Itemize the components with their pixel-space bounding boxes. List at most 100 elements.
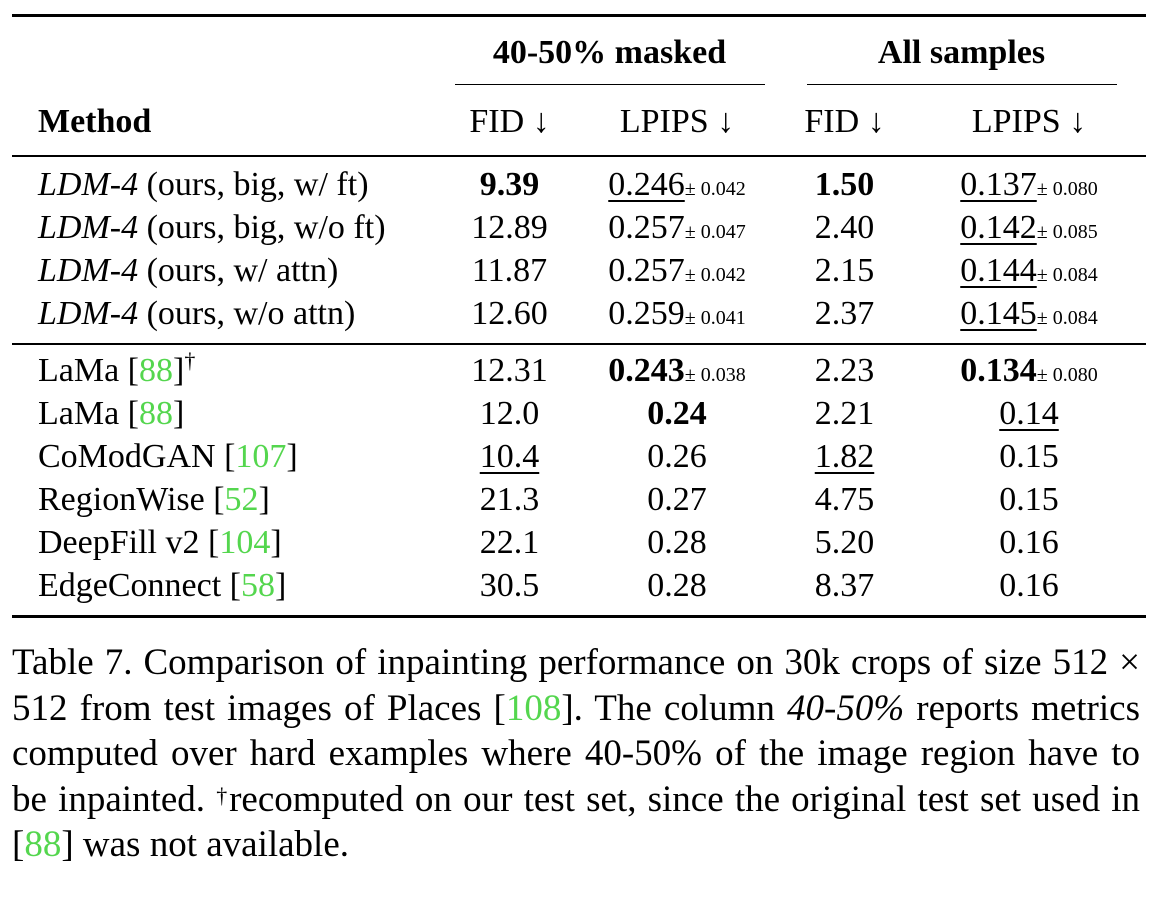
lpips-masked-cell: 0.24 (577, 392, 777, 435)
method-name: CoModGAN [ (38, 437, 236, 475)
ours-section: LDM-4 (ours, big, w/ ft) 9.39 0.246± 0.0… (12, 156, 1146, 344)
lpips-std: ± 0.084 (1036, 306, 1098, 329)
results-table: 40-50% masked All samples Method FID ↓ L… (12, 14, 1146, 618)
group-header-masked-label: 40-50% masked (492, 34, 727, 71)
method-name: LaMa [ (38, 394, 140, 432)
lpips-std: ± 0.038 (684, 363, 746, 386)
table-row: LDM-4 (ours, big, w/ ft) 9.39 0.246± 0.0… (12, 156, 1146, 206)
citation-link[interactable]: 104 (219, 523, 271, 561)
method-cell: LDM-4 (ours, w/o attn) (12, 292, 442, 344)
citation-link[interactable]: 88 (139, 394, 174, 432)
model-name: LDM-4 (38, 208, 139, 246)
lpips-masked-cell: 0.27 (647, 480, 707, 518)
lpips-masked-cell: 0.257± 0.042 (577, 249, 777, 292)
method-cell: EdgeConnect [58] (12, 564, 442, 617)
citation-link[interactable]: 58 (241, 566, 275, 604)
lpips-all-cell: 0.14 (912, 392, 1146, 435)
lpips-value: 0.144 (960, 251, 1037, 289)
lpips-std: ± 0.084 (1036, 263, 1098, 286)
table-row: LDM-4 (ours, big, w/o ft) 12.89 0.257± 0… (12, 206, 1146, 249)
lpips-value: 0.134 (960, 351, 1037, 389)
citation-close: ] (173, 394, 185, 432)
lpips-masked-cell: 0.257± 0.047 (577, 206, 777, 249)
caption-text: recomputed on our test set, since the or… (12, 778, 1141, 866)
dagger-mark: † (184, 347, 196, 373)
fid-value: 10.4 (479, 437, 540, 475)
caption-text: ] was not available. (61, 824, 349, 865)
fid-all-cell: 2.15 (814, 251, 875, 289)
column-header-method: Method (38, 103, 152, 140)
fid-all-cell: 2.40 (814, 208, 875, 246)
model-name: LDM-4 (38, 294, 139, 332)
lpips-masked-cell: 0.26 (647, 437, 707, 475)
group-underline-all (806, 84, 1117, 85)
baselines-section: LaMa [88]† 12.31 0.243± 0.038 2.23 0.134… (12, 344, 1146, 617)
results-table-container: 40-50% masked All samples Method FID ↓ L… (12, 14, 1146, 618)
fid-masked-cell: 12.0 (479, 394, 540, 432)
table-row: DeepFill v2 [104] 22.1 0.28 5.20 0.16 (12, 521, 1146, 564)
fid-masked-cell: 22.1 (479, 523, 540, 561)
lpips-std: ± 0.080 (1036, 363, 1098, 386)
lpips-value: 0.14 (999, 394, 1059, 432)
lpips-value: 0.257 (608, 251, 685, 289)
lpips-all-cell: 0.15 (999, 480, 1059, 518)
lpips-all-cell: 0.137± 0.080 (912, 156, 1146, 206)
model-name: LDM-4 (38, 165, 139, 203)
caption-text: ]. The column (561, 687, 787, 729)
column-header-lpips-all: LPIPS ↓ (971, 103, 1087, 140)
caption-italic-text: 40-50% (787, 687, 905, 729)
lpips-masked-cell: 0.246± 0.042 (577, 156, 777, 206)
method-cell: LDM-4 (ours, big, w/o ft) (12, 206, 442, 249)
table-row: RegionWise [52] 21.3 0.27 4.75 0.15 (12, 478, 1146, 521)
caption-text: Table 7. Comparison of inpainting perfor… (12, 642, 1140, 729)
header-spacer (12, 16, 442, 90)
lpips-masked-cell: 0.259± 0.041 (577, 292, 777, 344)
lpips-all-cell: 0.134± 0.080 (912, 344, 1146, 392)
fid-masked-cell: 12.60 (471, 294, 548, 332)
method-name: EdgeConnect [ (38, 566, 241, 604)
lpips-value: 0.137 (960, 165, 1037, 203)
method-cell: LDM-4 (ours, w/ attn) (12, 249, 442, 292)
lpips-value: 0.257 (608, 208, 685, 246)
citation-link[interactable]: 52 (224, 480, 259, 518)
fid-masked-cell: 10.4 (442, 435, 577, 478)
method-suffix: (ours, big, w/o ft) (138, 208, 386, 246)
lpips-all-cell: 0.145± 0.084 (912, 292, 1146, 344)
method-cell: RegionWise [52] (12, 478, 442, 521)
lpips-value: 0.246 (608, 165, 685, 203)
method-name: RegionWise [ (38, 480, 225, 518)
fid-all-cell: 2.37 (814, 294, 875, 332)
lpips-masked-cell: 0.28 (647, 523, 707, 561)
table-row: LDM-4 (ours, w/o attn) 12.60 0.259± 0.04… (12, 292, 1146, 344)
fid-masked-cell: 12.31 (471, 351, 548, 389)
fid-all-cell: 1.82 (777, 435, 912, 478)
caption-citation-link[interactable]: 88 (24, 824, 62, 865)
method-cell: LaMa [88]† (12, 344, 442, 392)
citation-close: ] (286, 437, 298, 475)
table-caption: Table 7. Comparison of inpainting perfor… (12, 640, 1140, 868)
fid-masked-cell: 11.87 (471, 251, 548, 289)
method-suffix: (ours, w/ attn) (138, 251, 339, 289)
fid-value: 1.82 (814, 437, 875, 475)
fid-all-cell: 2.23 (814, 351, 875, 389)
citation-link[interactable]: 107 (235, 437, 287, 475)
citation-close: ] (258, 480, 270, 518)
lpips-value: 0.243 (608, 351, 685, 389)
method-suffix: (ours, big, w/ ft) (138, 165, 369, 203)
lpips-value: 0.145 (960, 294, 1037, 332)
group-underline-masked (454, 84, 765, 85)
lpips-all-cell: 0.142± 0.085 (912, 206, 1146, 249)
column-header-lpips-masked: LPIPS ↓ (619, 103, 735, 140)
method-name: LaMa [ (38, 351, 140, 389)
caption-text: reports metrics computed over hard examp… (12, 687, 1140, 820)
fid-masked-cell: 21.3 (479, 480, 540, 518)
table-row: CoModGAN [107] 10.4 0.26 1.82 0.15 (12, 435, 1146, 478)
citation-link[interactable]: 88 (139, 351, 174, 389)
table-row: EdgeConnect [58] 30.5 0.28 8.37 0.16 (12, 564, 1146, 617)
fid-masked-cell: 12.89 (471, 208, 548, 246)
caption-citation-link[interactable]: 108 (505, 687, 562, 729)
fid-all-cell: 8.37 (814, 566, 875, 604)
lpips-all-cell: 0.16 (999, 523, 1059, 561)
group-header-all-label: All samples (877, 34, 1046, 71)
lpips-all-cell: 0.16 (999, 566, 1059, 604)
